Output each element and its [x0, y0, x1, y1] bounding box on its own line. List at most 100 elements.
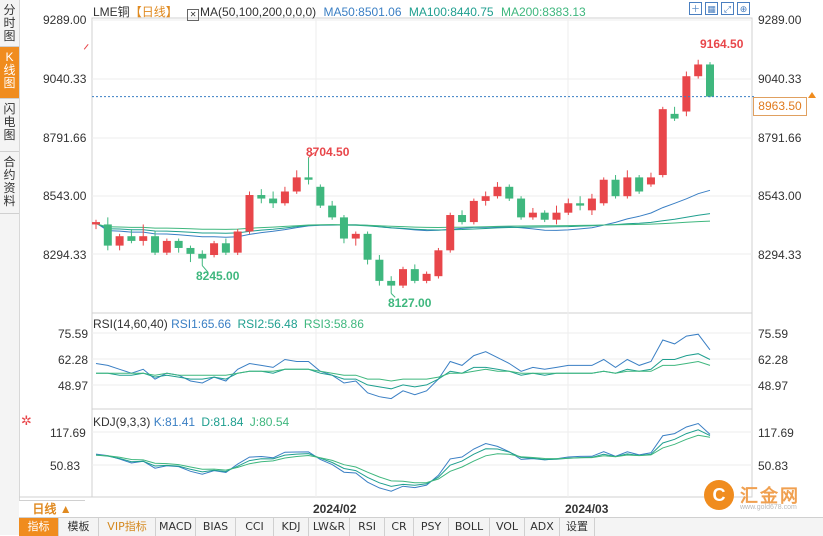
- price-axis-label: 8294.33: [758, 248, 802, 262]
- kdj-axis-label: 50.83: [758, 459, 789, 473]
- kdj-j-value: J:80.54: [249, 415, 290, 429]
- ma-toggle-icon[interactable]: ✕: [187, 9, 200, 21]
- tab-template[interactable]: 模板: [59, 518, 99, 536]
- settings-icon[interactable]: ✲: [21, 413, 32, 428]
- low1-annotation: 8245.00: [196, 269, 240, 283]
- main-panel-frame: [91, 17, 753, 314]
- candle-body: [528, 212, 537, 218]
- rsi-axis-label: 48.97: [758, 379, 789, 393]
- tab-intraday[interactable]: 分时图: [0, 0, 19, 47]
- ma100-value: MA100:8440.75: [408, 5, 494, 19]
- kdj-d-value: D:81.84: [201, 415, 244, 429]
- tab-bias[interactable]: BIAS: [196, 518, 236, 536]
- candle-body: [399, 269, 407, 286]
- tab-vip-indicator[interactable]: VIP指标: [99, 518, 156, 536]
- tab-cci[interactable]: CCI: [236, 518, 274, 536]
- candle-body: [198, 253, 207, 259]
- candle-body: [587, 198, 596, 211]
- annotation-leader: [390, 293, 396, 298]
- low-annotation: 8127.00: [388, 296, 432, 310]
- candle-body: [339, 217, 348, 239]
- kdj-axis-label-left: 50.83: [50, 459, 81, 473]
- kdj-j-line: [95, 422, 711, 492]
- chart-tools: ＋ ▦ ⤢ ⊕: [689, 2, 753, 16]
- candle-body: [611, 179, 620, 197]
- candle-body: [493, 186, 502, 197]
- tab-kdj[interactable]: KDJ: [274, 518, 309, 536]
- price-axis-label: 9289.00: [758, 13, 802, 27]
- candle-body: [670, 113, 679, 119]
- candle-body: [363, 233, 372, 260]
- symbol-name: LME铜: [93, 5, 130, 19]
- price-axis-label-left: 8543.00: [43, 189, 87, 203]
- candle-body: [552, 212, 561, 220]
- rsi-axis-label-left: 75.59: [58, 327, 89, 341]
- candle-body: [221, 243, 230, 253]
- candle-body: [162, 240, 171, 253]
- tab-cr[interactable]: CR: [385, 518, 414, 536]
- indicator-tab-bar: 指标 模板 VIP指标 MACD BIAS CCI KDJ LW&R RSI C…: [19, 517, 823, 536]
- price-axis-label: 8543.00: [758, 189, 802, 203]
- tab-flash[interactable]: 闪电图: [0, 99, 19, 152]
- candle-body: [139, 236, 148, 241]
- candle-body: [280, 191, 289, 204]
- kdj-k-value: K:81.41: [153, 415, 196, 429]
- candle-body: [682, 76, 691, 112]
- candle-body: [469, 200, 478, 223]
- tab-psy[interactable]: PSY: [414, 518, 449, 536]
- candle-body: [540, 212, 549, 220]
- candle-body: [269, 198, 278, 204]
- candle-body: [316, 186, 325, 206]
- tab-boll[interactable]: BOLL: [449, 518, 490, 536]
- rsi-axis-label-left: 62.28: [58, 353, 89, 367]
- period-selector[interactable]: 日线 ▲: [19, 500, 85, 518]
- candle-body: [103, 224, 112, 246]
- ma-label: MA(50,100,200,0,0,0): [200, 5, 317, 19]
- candle-body: [186, 247, 195, 254]
- kdj-axis-label: 117.69: [758, 426, 794, 440]
- chart-header: LME铜【日线】 ✕ MA(50,100,200,0,0,0) MA50:8501…: [93, 3, 586, 21]
- rsi3-line: [96, 360, 711, 382]
- tab-vol[interactable]: VOL: [490, 518, 525, 536]
- candle-body: [127, 236, 136, 241]
- candle-body: [623, 177, 632, 197]
- candle-body: [505, 186, 514, 199]
- candle-body: [387, 280, 396, 286]
- candle-body: [292, 177, 301, 192]
- toggle-icon[interactable]: ▦: [705, 2, 718, 15]
- tab-indicator[interactable]: 指标: [19, 518, 59, 536]
- price-axis-label-left: 9040.33: [43, 72, 87, 86]
- time-axis-label: 2024/03: [565, 502, 609, 516]
- logo-url: www.gold678.com: [740, 504, 797, 511]
- expand-icon[interactable]: ⤢: [721, 2, 734, 15]
- candle-body: [351, 233, 360, 239]
- candle-body: [115, 236, 124, 246]
- tab-adx[interactable]: ADX: [525, 518, 560, 536]
- tab-macd[interactable]: MACD: [156, 518, 196, 536]
- ma50-line: [95, 189, 711, 238]
- candle-body: [257, 195, 266, 199]
- zoom-icon[interactable]: ⊕: [737, 2, 750, 15]
- candle-body: [599, 179, 608, 204]
- grid-icon[interactable]: ＋: [689, 2, 702, 15]
- peak-annotation: 8704.50: [306, 145, 350, 159]
- candle-body: [375, 259, 384, 281]
- tab-rsi[interactable]: RSI: [350, 518, 385, 536]
- candle-body: [658, 109, 667, 176]
- candle-body: [434, 250, 443, 277]
- tab-settings[interactable]: 设置: [560, 518, 595, 536]
- tab-contract-info[interactable]: 合约资料: [0, 152, 19, 214]
- kline-chart[interactable]: [0, 0, 823, 517]
- candle-body: [646, 177, 655, 185]
- kdj-d-line: [95, 434, 711, 484]
- kdj-k-line: [95, 429, 711, 487]
- tab-lwr[interactable]: LW&R: [309, 518, 350, 536]
- logo-icon: C: [704, 480, 734, 510]
- rsi-header: RSI(14,60,40) RSI1:65.66 RSI2:56.48 RSI3…: [93, 317, 364, 331]
- rsi-label: RSI(14,60,40): [93, 317, 168, 331]
- annotation-leader: [201, 265, 209, 273]
- candle-body: [210, 243, 219, 256]
- rsi2-value: RSI2:56.48: [237, 317, 298, 331]
- candle-body: [328, 205, 337, 218]
